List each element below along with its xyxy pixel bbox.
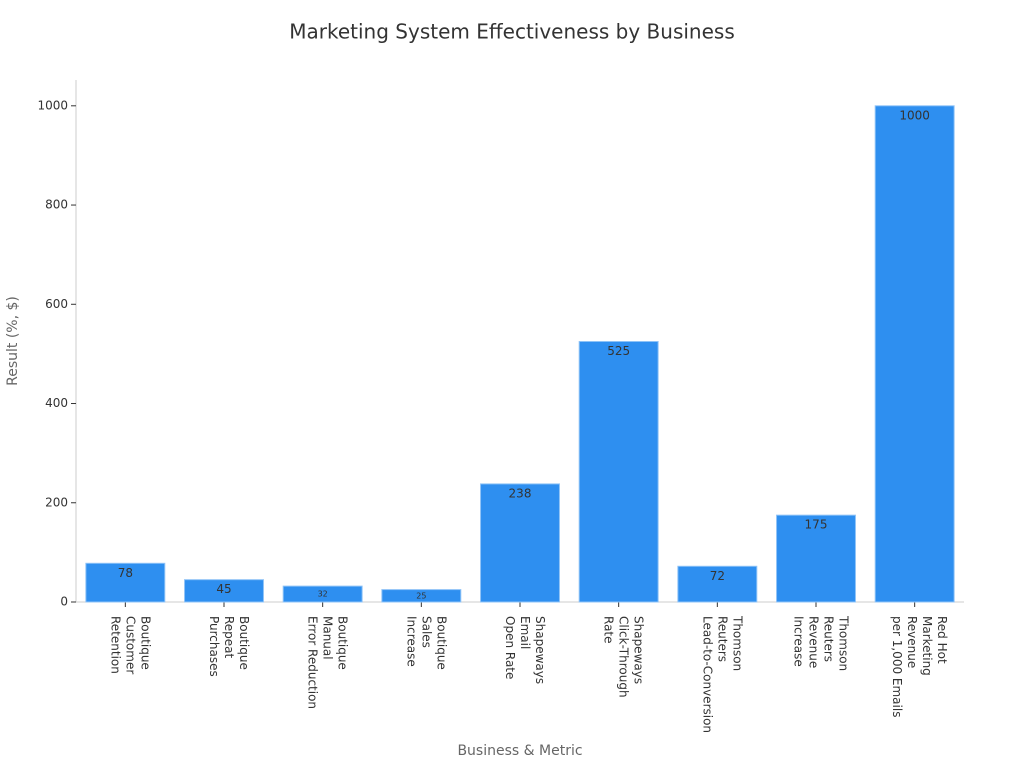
x-tick-label: ThomsonReutersLead-to-Conversion bbox=[701, 615, 745, 733]
bar bbox=[85, 562, 166, 603]
chart-title: Marketing System Effectiveness by Busine… bbox=[289, 20, 735, 44]
x-tick-label: ThomsonReutersRevenueIncrease bbox=[792, 615, 851, 671]
value-label: 32 bbox=[318, 590, 328, 599]
bar bbox=[381, 589, 462, 603]
bar bbox=[480, 483, 560, 603]
x-tick-label: BoutiqueCustomerRetention bbox=[109, 616, 153, 674]
y-tick-label: 400 bbox=[45, 396, 68, 410]
y-tick-label: 800 bbox=[45, 198, 68, 212]
x-tick-label: BoutiqueSalesIncrease bbox=[405, 616, 449, 670]
value-label: 525 bbox=[607, 344, 630, 358]
value-label: 1000 bbox=[899, 108, 930, 122]
x-axis-label: Business & Metric bbox=[457, 743, 582, 759]
value-label: 25 bbox=[416, 591, 426, 600]
value-label: 175 bbox=[805, 518, 828, 532]
y-tick-label: 0 bbox=[60, 595, 68, 609]
x-tick-label: ShapewaysClick-ThroughRate bbox=[602, 616, 646, 698]
y-tick-label: 200 bbox=[45, 495, 68, 509]
y-axis-label: Result (%, $) bbox=[5, 296, 21, 386]
x-tick-label: BoutiqueManualError Reduction bbox=[306, 616, 350, 709]
bar bbox=[184, 579, 264, 603]
value-label: 45 bbox=[216, 582, 231, 596]
x-tick-label: Red HotMarketingRevenueper 1,000 Emails bbox=[891, 616, 950, 717]
bar bbox=[776, 514, 856, 603]
value-label: 78 bbox=[118, 566, 133, 580]
y-tick-label: 600 bbox=[45, 297, 68, 311]
value-label: 72 bbox=[710, 569, 725, 583]
value-label: 238 bbox=[509, 486, 532, 500]
bar bbox=[282, 585, 363, 603]
y-tick-label: 1000 bbox=[37, 98, 68, 112]
bar bbox=[677, 565, 758, 603]
bar bbox=[874, 105, 955, 603]
x-tick-label: BoutiqueRepeatPurchases bbox=[208, 616, 252, 677]
x-tick-label: ShapewaysEmailOpen Rate bbox=[504, 616, 548, 684]
bar bbox=[578, 340, 659, 603]
